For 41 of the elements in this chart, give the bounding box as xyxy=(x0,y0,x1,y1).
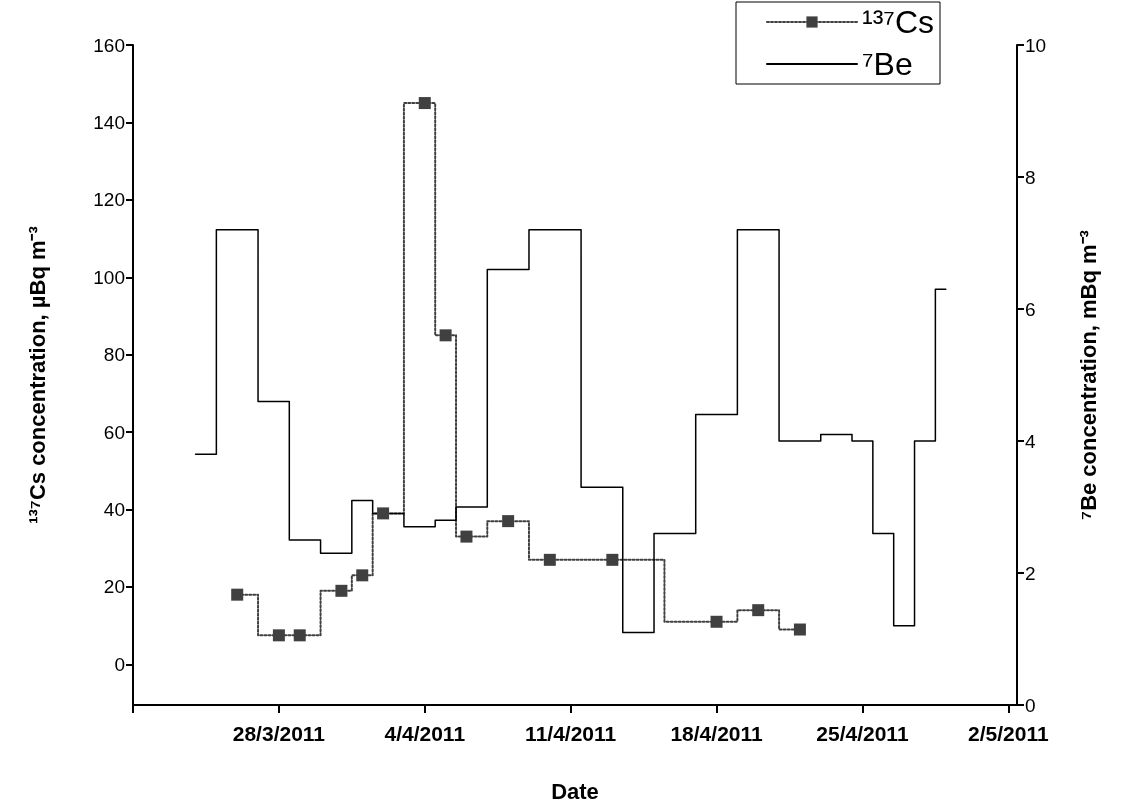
x-tick-label: 25/4/2011 xyxy=(816,722,909,745)
point xyxy=(710,615,723,628)
x-tick-label: 4/4/2011 xyxy=(384,722,466,745)
point xyxy=(543,553,556,566)
x-axis-title: Date xyxy=(551,778,599,804)
point xyxy=(335,584,348,597)
y-tick-label: 20 xyxy=(103,576,125,598)
x-tick-label: 18/4/2011 xyxy=(670,722,763,745)
y2-tick-label: 6 xyxy=(1025,298,1036,320)
point xyxy=(356,569,369,582)
point xyxy=(231,588,244,601)
point xyxy=(460,530,473,543)
point xyxy=(752,604,765,617)
legend-label: ¹³⁷Cs xyxy=(862,4,934,40)
point xyxy=(293,629,306,642)
point xyxy=(606,553,619,566)
y-tick-label: 120 xyxy=(93,189,125,211)
x-tick-label: 28/3/2011 xyxy=(232,722,326,745)
x-tick-label: 11/4/2011 xyxy=(525,722,617,745)
point xyxy=(439,329,452,342)
y-axis-title: ¹³⁷Cs concentration, µBq m⁻³ xyxy=(24,226,50,524)
y2-axis-title: ⁷Be concentration, mBq m⁻³ xyxy=(1075,230,1101,520)
point xyxy=(377,507,390,520)
y-tick-label: 100 xyxy=(93,266,125,288)
y2-tick-label: 0 xyxy=(1025,694,1036,716)
legend-label: ⁷Be xyxy=(862,46,913,82)
y-tick-label: 160 xyxy=(93,34,125,56)
y-tick-label: 0 xyxy=(114,653,125,675)
point xyxy=(418,97,431,110)
x-tick-label: 2/5/2011 xyxy=(968,722,1049,745)
y2-tick-label: 2 xyxy=(1025,562,1036,584)
y2-tick-label: 4 xyxy=(1025,430,1036,452)
point xyxy=(502,515,515,528)
y2-tick-label: 8 xyxy=(1025,166,1036,188)
point xyxy=(272,629,285,642)
y-tick-label: 40 xyxy=(103,499,125,521)
point xyxy=(793,623,806,636)
y-tick-label: 140 xyxy=(93,111,125,133)
y-tick-label: 60 xyxy=(103,421,125,443)
y2-tick-label: 10 xyxy=(1025,34,1047,56)
y-tick-label: 80 xyxy=(103,344,125,366)
